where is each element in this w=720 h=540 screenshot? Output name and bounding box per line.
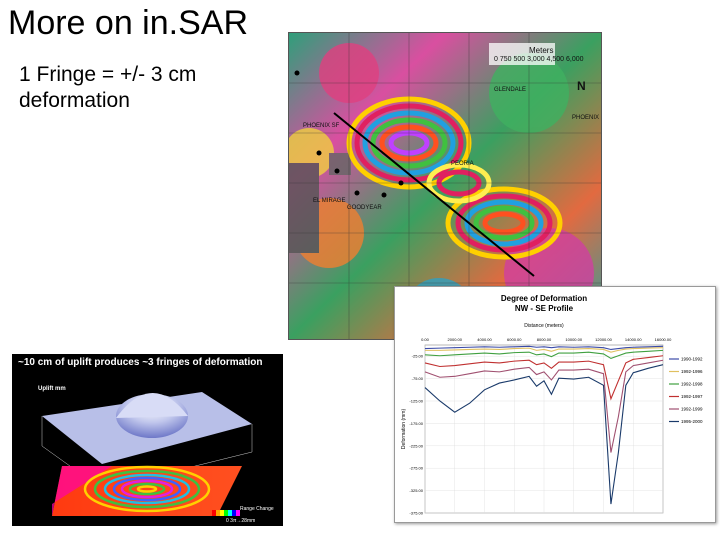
range-change-label: Range Change	[240, 506, 274, 512]
legend-entry: 1992-1996	[681, 369, 703, 374]
place-label: PHOENIX	[572, 115, 600, 121]
slide-title: More on in.SAR	[8, 4, 248, 42]
bullet-line-2: deformation	[19, 89, 130, 112]
place-label: PEORIA	[451, 161, 474, 167]
x-tick-label: 16000.00	[655, 337, 672, 342]
chart-subtitle: NW - SE Profile	[515, 304, 574, 313]
legend-entry: 1992-1999	[681, 407, 703, 412]
x-tick-label: 0.00	[421, 337, 430, 342]
series-line-1990-1992	[424, 345, 664, 351]
y-tick-label: -75.00	[412, 376, 424, 381]
x-axis-label: Distance (meters)	[524, 323, 564, 329]
legend-entry: 1995-2000	[681, 419, 703, 424]
y-tick-label: -225.00	[409, 443, 423, 448]
profile-line	[333, 112, 535, 277]
series-line-1995-2000	[424, 364, 664, 505]
y-tick-label: -275.00	[409, 466, 423, 471]
y-tick-label: -125.00	[409, 399, 423, 404]
bullet-text: 1 Fringe = +/- 3 cm deformation	[19, 62, 196, 114]
deformation-chart: Degree of Deformation NW - SE Profile Dist…	[394, 286, 716, 523]
series-line-1992-1998	[424, 349, 664, 360]
range-scale-label: 0 3π→28mm	[226, 518, 256, 524]
x-tick-label: 10000.00	[565, 337, 582, 342]
uplift-image	[41, 392, 253, 516]
uplift-caption: ~10 cm of uplift produces ~3 fringes of …	[18, 357, 263, 368]
x-tick-label: 12000.00	[595, 337, 612, 342]
x-tick-label: 6000.00	[507, 337, 522, 342]
y-tick-label: -375.00	[409, 511, 423, 516]
series-line-1992-1997	[424, 355, 664, 401]
y-tick-label: -325.00	[409, 488, 423, 493]
y-axis-label: Deformation (mm)	[401, 409, 407, 450]
scale-title: Meters	[529, 46, 554, 55]
north-arrow-label: N	[577, 79, 586, 93]
legend-entry: 1990-1992	[681, 357, 703, 362]
uplift-unit-label: Uplift mm	[38, 386, 66, 392]
series-line-1992-1996	[425, 347, 664, 353]
legend-entry: 1992-1998	[681, 382, 703, 387]
place-label: GLENDALE	[494, 87, 527, 93]
legend-entry: 1992-1997	[681, 394, 703, 399]
place-label: EL MIRAGE	[313, 198, 346, 204]
place-label: GOODYEAR	[347, 205, 382, 211]
x-tick-label: 2000.00	[448, 337, 463, 342]
place-label: PHOENIX SF	[303, 123, 340, 129]
uplift-figure: ~10 cm of uplift produces ~3 fringes of …	[12, 354, 283, 526]
x-tick-label: 4000.00	[477, 337, 492, 342]
series-line-1992-1999	[424, 359, 664, 453]
chart-title: Degree of Deformation	[501, 294, 587, 303]
scale-ticks: 0 750 500 3,000 4,500 6,000	[494, 56, 584, 63]
bullet-line-1: 1 Fringe = +/- 3 cm	[19, 63, 197, 86]
y-tick-label: -175.00	[409, 421, 423, 426]
x-tick-label: 8000.00	[537, 337, 552, 342]
y-tick-label: -25.00	[412, 354, 424, 359]
x-tick-label: 14000.00	[625, 337, 642, 342]
